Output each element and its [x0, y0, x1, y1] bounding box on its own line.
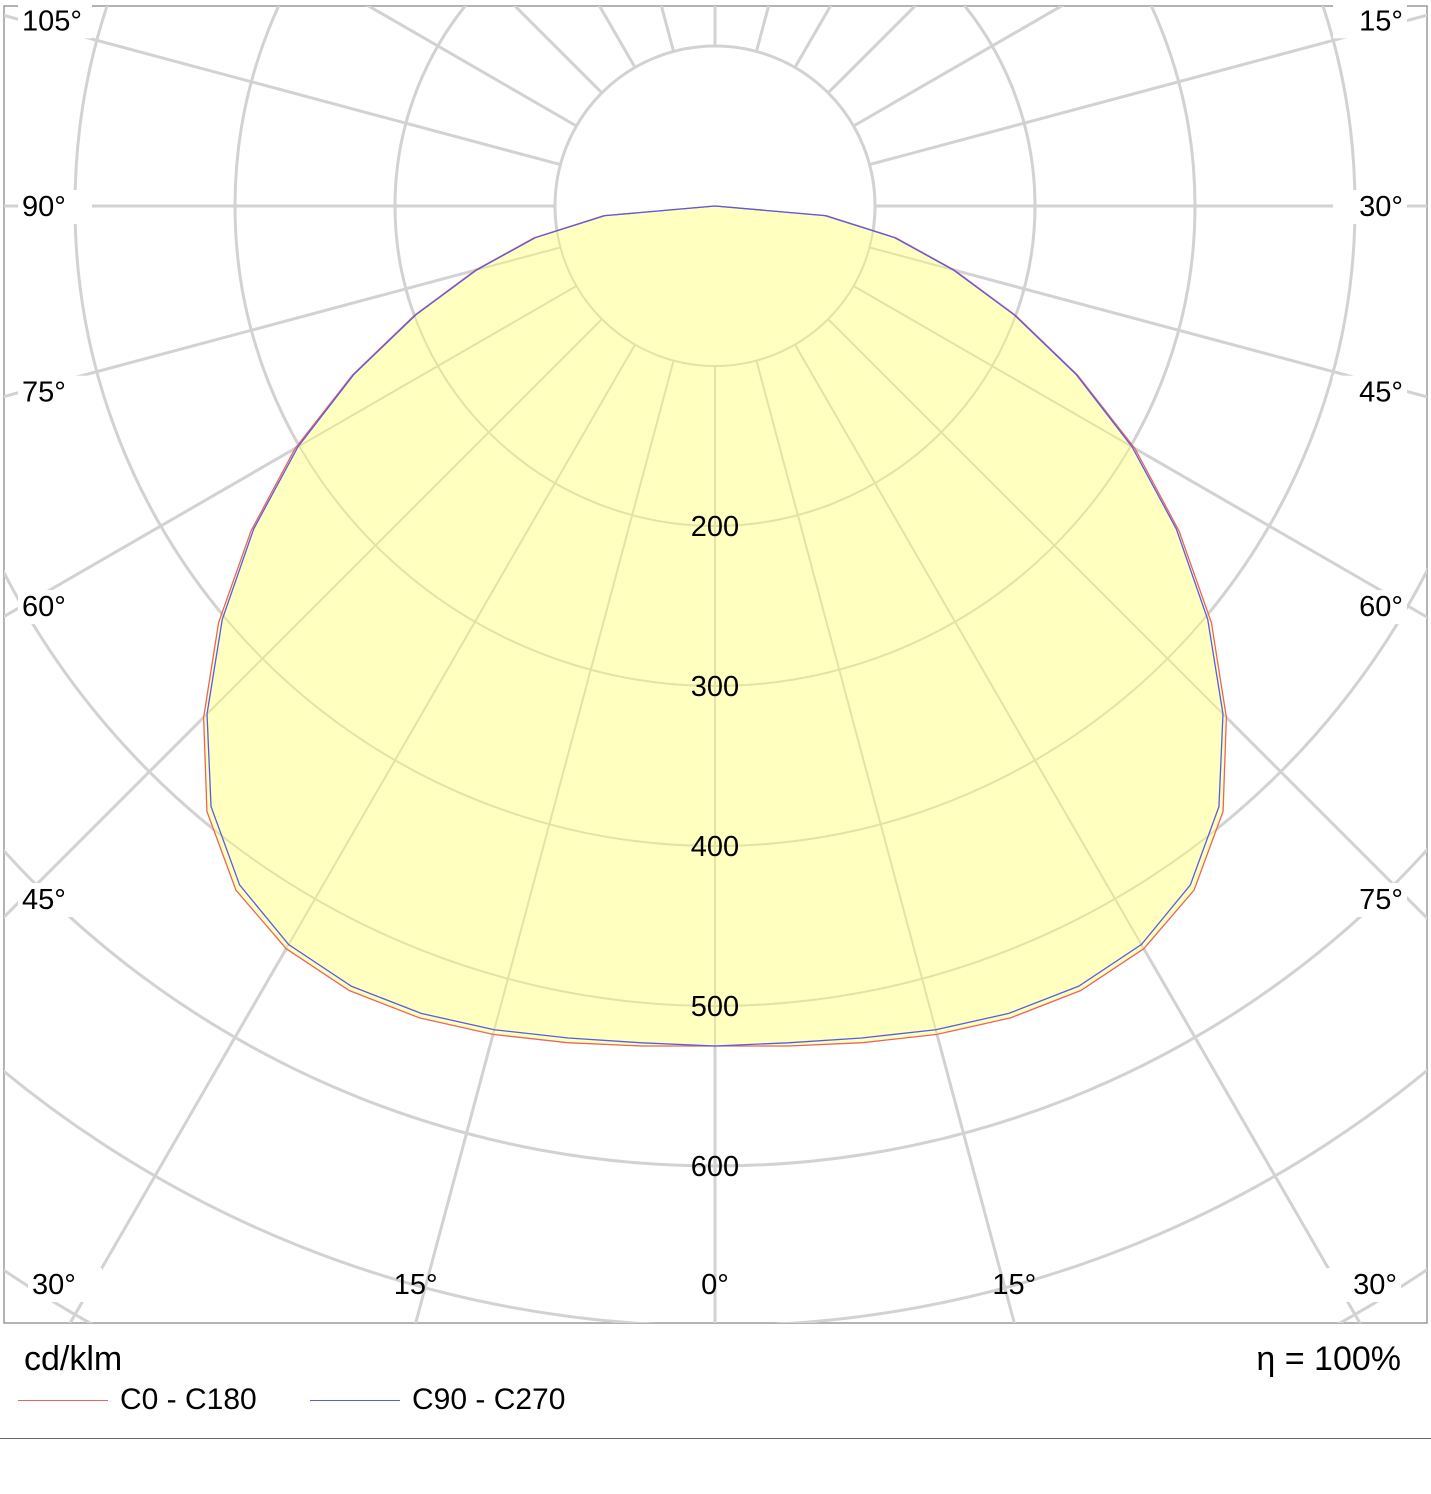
grid-overlay-spoke-315	[203, 318, 603, 1046]
angle-label-right-30: 30°	[1353, 1269, 1397, 1301]
angle-label-right-45: 75°	[1359, 884, 1403, 916]
angle-label-right-90: 30°	[1359, 191, 1403, 223]
polar-grid-overlay	[203, 206, 1227, 1046]
grid-overlay-spoke-45	[827, 318, 1227, 1046]
angle-label-right-45-bg	[1333, 883, 1407, 917]
angle-label-left-60: 60°	[22, 591, 66, 623]
angle-label-left-30: 30°	[32, 1269, 76, 1301]
angle-label-center-0: 0°	[701, 1269, 729, 1301]
grid-spoke-255	[4, 13, 561, 167]
grid-spoke-240	[365, 6, 578, 128]
radial-tick-label: 400	[691, 831, 739, 863]
angle-label-left-75: 75°	[22, 377, 66, 409]
angle-label-right-105: 15°	[1359, 5, 1403, 37]
angle-label-right-15: 15°	[992, 1269, 1036, 1301]
grid-spoke-285	[4, 245, 561, 399]
angle-label-left-105: 105°	[22, 5, 82, 37]
grid-overlay-spoke-345	[377, 360, 675, 1046]
radial-tick-labels: 200 300 400 500 600	[691, 511, 739, 1183]
radial-tick-label: 500	[691, 991, 739, 1023]
efficiency-label: η = 100%	[1256, 1340, 1401, 1378]
angle-label-left-30-bg	[28, 1268, 102, 1302]
angle-label-right-75: 45°	[1359, 377, 1403, 409]
grid-overlay-spoke-15	[755, 360, 1053, 1046]
angle-label-left-90-bg	[18, 190, 92, 224]
radial-tick-label: 200	[691, 511, 739, 543]
angle-label-left-15: 15°	[394, 1269, 438, 1301]
radial-tick-label: 300	[691, 671, 739, 703]
legend-label-c0-c180: C0 - C180	[120, 1383, 257, 1416]
legend-swatch-c90-c270	[310, 1399, 400, 1401]
angle-tick-labels: 105° 15° 90° 30° 75° 45° 60° 60° 45° 75° 30° 30° 15°…	[18, 4, 1407, 1302]
grid-overlay-spoke-60	[853, 285, 1227, 857]
legend-item-c0-c180: C0 - C180	[18, 1383, 257, 1417]
angle-label-right-60: 60°	[1359, 591, 1403, 623]
unit-label: cd/klm	[24, 1340, 123, 1378]
angle-label-right-75-bg	[1333, 375, 1407, 410]
angle-label-left-105-bg	[18, 4, 92, 39]
grid-overlay-spoke-330	[203, 344, 636, 1046]
grid-spoke-75	[869, 245, 1427, 399]
angle-label-left-75-bg	[18, 375, 92, 410]
grid-overlay-spoke-30	[794, 344, 1227, 1046]
radial-tick-label: 600	[691, 1151, 739, 1183]
series-line-1	[206, 205, 1224, 1047]
series-lines	[202, 205, 1228, 1047]
angle-label-right-60-bg	[1333, 590, 1407, 625]
angle-label-left-60-bg	[18, 590, 92, 625]
legend-swatch-c0-c180	[18, 1399, 108, 1401]
grid-spoke-105	[869, 13, 1427, 167]
angle-label-right-30-bg	[1327, 1268, 1401, 1302]
angle-label-left-45: 45°	[22, 884, 66, 916]
angle-label-left-90: 90°	[22, 191, 66, 223]
angle-label-right-90-bg	[1333, 190, 1407, 224]
grid-spoke-120	[852, 6, 1065, 128]
bottom-divider	[0, 1438, 1431, 1439]
angle-label-right-105-bg	[1333, 4, 1407, 39]
legend-item-c90-c270: C90 - C270	[310, 1383, 565, 1417]
angle-label-left-45-bg	[18, 883, 92, 917]
polar-intensity-chart: 200 300 400 500 600 105° 15° 90° 30° 75° 45° 60° 60…	[3, 4, 1428, 1324]
legend-label-c90-c270: C90 - C270	[412, 1383, 566, 1416]
grid-overlay-spoke-300	[203, 285, 577, 857]
